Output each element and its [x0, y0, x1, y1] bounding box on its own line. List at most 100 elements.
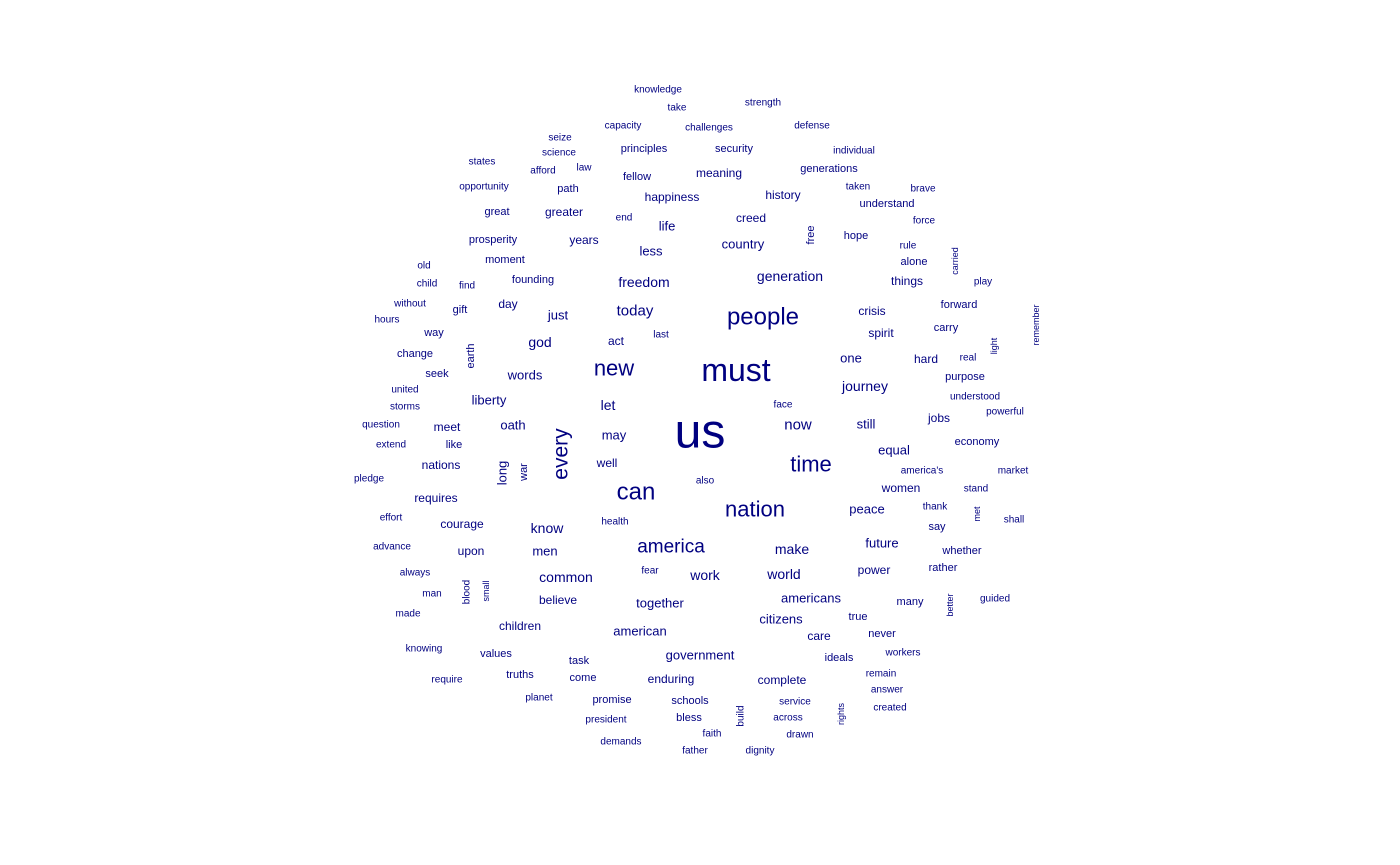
word-force: force [913, 216, 936, 227]
word-schools: schools [671, 695, 709, 707]
word-women: women [881, 481, 921, 495]
word-less: less [639, 244, 663, 259]
word-seize: seize [548, 133, 572, 144]
word-gift: gift [453, 304, 468, 316]
word-words: words [507, 368, 543, 383]
word-courage: courage [440, 517, 484, 531]
word-knowing: knowing [406, 644, 443, 655]
word-us: us [675, 406, 726, 459]
word-strength: strength [745, 98, 781, 109]
word-faith: faith [703, 729, 722, 740]
word-extend: extend [376, 440, 406, 451]
word-market: market [998, 466, 1029, 477]
word-rule: rule [900, 241, 917, 252]
word-just: just [547, 308, 569, 323]
word-afford: afford [530, 166, 555, 177]
word-common: common [539, 569, 593, 585]
word-may: may [602, 428, 627, 443]
word-american: american [613, 624, 666, 639]
word-like: like [446, 439, 463, 451]
word-values: values [480, 648, 512, 660]
word-effort: effort [380, 513, 403, 524]
word-security: security [715, 143, 753, 155]
word-better: better [945, 593, 955, 616]
word-together: together [636, 596, 684, 611]
word-america: america [637, 537, 705, 558]
word-alone: alone [901, 256, 928, 268]
word-carried: carried [950, 247, 960, 275]
word-now: now [784, 417, 812, 434]
word-great: great [484, 206, 509, 218]
word-understood: understood [950, 392, 1000, 403]
word-rather: rather [929, 562, 958, 574]
word-care: care [807, 629, 831, 643]
word-advance: advance [373, 542, 411, 553]
word-remember: remember [1031, 304, 1041, 345]
word-capacity: capacity [605, 121, 642, 132]
word-health: health [601, 517, 628, 528]
word-change: change [397, 348, 433, 360]
word-freedom: freedom [618, 274, 669, 290]
word-prosperity: prosperity [469, 234, 518, 246]
word-also: also [696, 476, 715, 487]
word-today: today [617, 303, 654, 320]
word-bless: bless [676, 712, 702, 724]
word-nation: nation [725, 497, 785, 522]
word-america-s: america's [901, 466, 943, 477]
word-rights: rights [836, 703, 846, 726]
word-powerful: powerful [986, 407, 1024, 418]
word-man: man [422, 589, 441, 600]
word-law: law [576, 163, 592, 174]
word-complete: complete [758, 673, 807, 687]
word-life: life [659, 219, 676, 234]
word-require: require [431, 675, 463, 686]
word-build: build [736, 705, 747, 726]
word-demands: demands [600, 737, 641, 748]
word-come: come [570, 672, 597, 684]
word-oath: oath [500, 418, 525, 433]
word-seek: seek [425, 368, 449, 380]
word-united: united [391, 385, 418, 396]
word-pledge: pledge [354, 474, 384, 485]
word-true: true [849, 611, 868, 623]
word-opportunity: opportunity [459, 182, 508, 193]
word-government: government [666, 648, 735, 663]
word-spirit: spirit [868, 326, 894, 340]
word-day: day [498, 297, 517, 311]
word-shall: shall [1004, 515, 1025, 526]
word-americans: americans [781, 591, 841, 606]
word-without: without [393, 299, 426, 310]
word-time: time [790, 452, 832, 477]
word-power: power [858, 563, 891, 577]
word-god: god [528, 334, 551, 350]
word-end: end [616, 213, 633, 224]
word-believe: believe [539, 593, 577, 607]
word-requires: requires [414, 491, 457, 505]
word-old: old [417, 261, 430, 272]
word-service: service [779, 697, 811, 708]
word-enduring: enduring [648, 672, 695, 686]
word-long: long [495, 461, 510, 486]
word-war: war [518, 463, 530, 482]
word-many: many [897, 596, 924, 608]
word-peace: peace [849, 502, 884, 517]
word-path: path [557, 183, 578, 195]
word-creed: creed [736, 211, 766, 225]
word-truths: truths [506, 669, 534, 681]
word-whether: whether [941, 545, 981, 557]
word-understand: understand [859, 198, 914, 210]
word-blood: blood [462, 580, 473, 604]
word-take: take [668, 103, 687, 114]
word-hard: hard [914, 352, 938, 366]
word-still: still [857, 417, 876, 432]
word-never: never [868, 628, 896, 640]
word-storms: storms [390, 402, 420, 413]
word-across: across [773, 713, 802, 724]
word-last: last [653, 330, 669, 341]
word-forward: forward [941, 299, 978, 311]
word-hope: hope [844, 230, 868, 242]
word-made: made [395, 609, 420, 620]
word-years: years [569, 233, 598, 247]
word-created: created [873, 703, 906, 714]
word-dignity: dignity [746, 746, 775, 757]
